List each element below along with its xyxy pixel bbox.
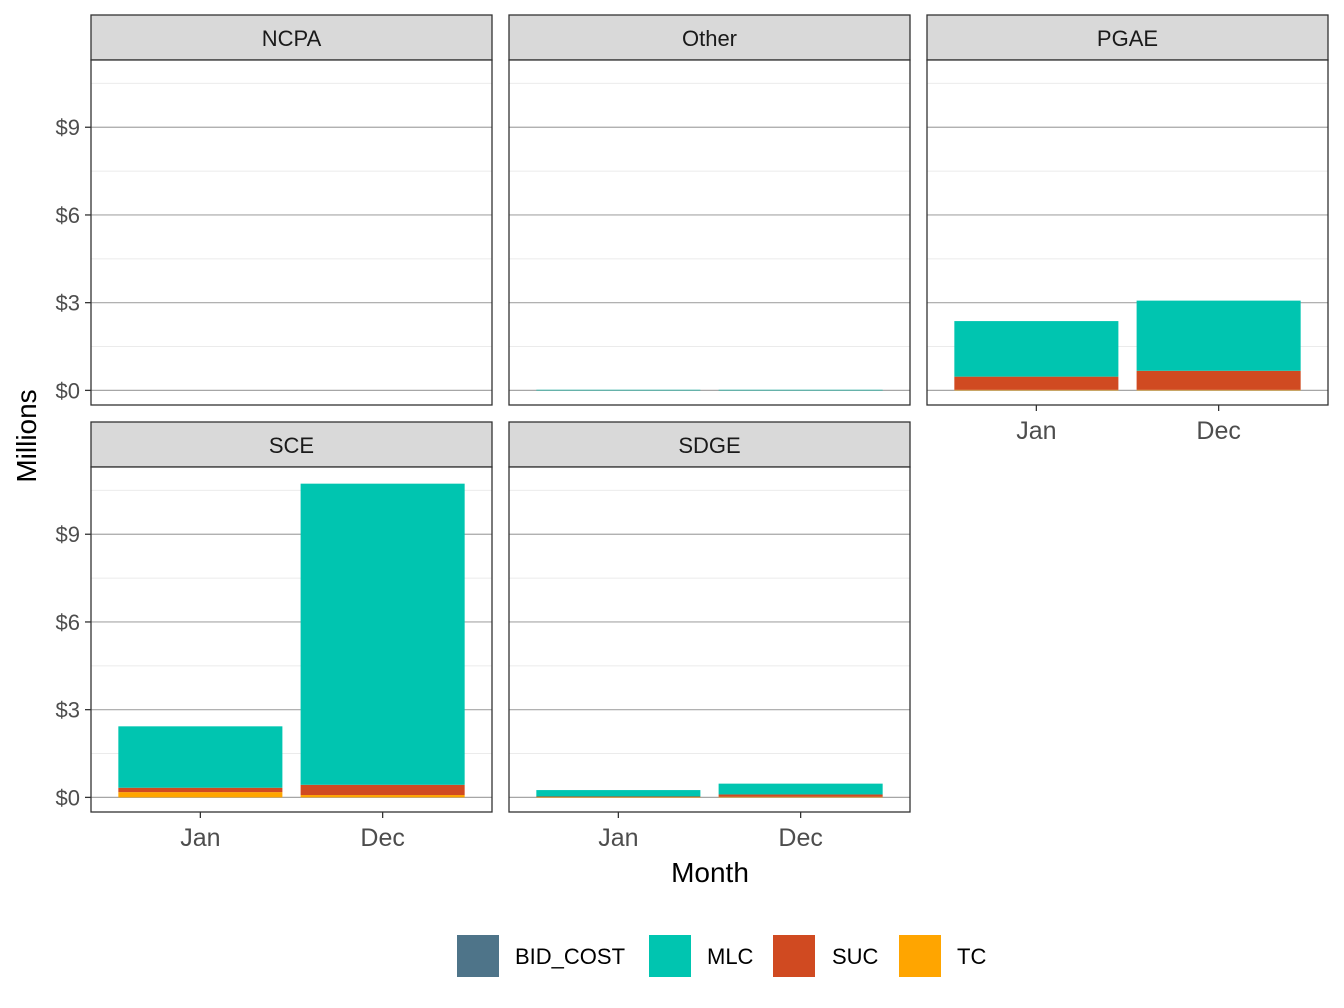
bar-mlc-jan <box>536 389 701 391</box>
bar-mlc-dec <box>1136 300 1301 371</box>
bar-suc-dec <box>300 784 465 796</box>
legend-label-bid_cost: BID_COST <box>515 944 625 969</box>
panel-border <box>90 59 493 406</box>
facet-strip <box>90 421 493 468</box>
legend-key-suc <box>773 935 815 977</box>
facet-panel-other: Other <box>508 14 911 406</box>
facet-strip <box>926 14 1329 61</box>
bar-tc-jan <box>954 389 1119 391</box>
bar-tc-jan <box>536 797 701 798</box>
facet-strip-label: Other <box>682 26 737 51</box>
y-axis-title: Millions <box>11 389 42 482</box>
x-tick-label: Jan <box>180 824 220 852</box>
panel-border <box>508 59 911 406</box>
facet-strip <box>90 14 493 61</box>
plot-area <box>509 60 910 405</box>
x-tick-label: Jan <box>598 824 638 852</box>
bar-mlc-jan <box>118 726 283 788</box>
bar-suc-jan <box>536 796 701 798</box>
facet-panel-pgae: PGAE Jan Dec <box>926 14 1329 445</box>
legend: BID_COST MLC SUC TC <box>457 935 986 977</box>
legend-key-tc <box>899 935 941 977</box>
legend-key-mlc <box>649 935 691 977</box>
facet-panel-ncpa: NCPA $0 $3 $6 $9 <box>56 14 493 406</box>
legend-label-suc: SUC <box>832 944 879 969</box>
y-tick-label: $3 <box>56 698 80 723</box>
x-tick-label: Dec <box>778 824 822 852</box>
facet-panel-sce: SCE $0 $3 $6 $9 Jan Dec <box>56 421 493 852</box>
plot-area <box>509 467 910 812</box>
legend-key-bid_cost <box>457 935 499 977</box>
bar-mlc-jan <box>536 790 701 797</box>
bar-mlc-dec <box>300 483 465 785</box>
y-tick-label: $9 <box>56 115 80 140</box>
y-tick-label: $6 <box>56 203 80 228</box>
bar-mlc-jan <box>954 321 1119 377</box>
y-tick-label: $0 <box>56 378 80 403</box>
facet-strip-label: SDGE <box>678 433 740 458</box>
facet-panels: NCPA $0 $3 $6 $9 Other PGAE Jan Dec SCE $0 $3 $6 $9 Ja… <box>56 14 1329 852</box>
y-tick-label: $3 <box>56 291 80 316</box>
panel-border <box>508 466 911 813</box>
panel-border <box>90 466 493 813</box>
bar-tc-jan <box>118 792 283 798</box>
bar-tc-dec <box>1136 389 1301 391</box>
x-tick-label: Jan <box>1016 417 1056 445</box>
x-tick-label: Dec <box>360 824 404 852</box>
x-axis-title: Month <box>671 857 749 888</box>
legend-label-mlc: MLC <box>707 944 754 969</box>
bar-mlc-dec <box>718 783 883 795</box>
bar-suc-jan <box>954 376 1119 390</box>
panel-border <box>926 59 1329 406</box>
bar-suc-dec <box>1136 370 1301 390</box>
x-tick-label: Dec <box>1196 417 1240 445</box>
bar-mlc-dec <box>718 389 883 391</box>
bar-tc-dec <box>300 795 465 798</box>
bar-suc-dec <box>718 794 883 797</box>
facet-strip-label: NCPA <box>262 26 322 51</box>
y-tick-label: $9 <box>56 522 80 547</box>
facet-strip-label: PGAE <box>1097 26 1158 51</box>
y-tick-label: $6 <box>56 610 80 635</box>
legend-label-tc: TC <box>957 944 986 969</box>
facet-strip-label: SCE <box>269 433 314 458</box>
facet-panel-sdge: SDGE Jan Dec <box>508 421 911 852</box>
plot-area <box>91 60 492 405</box>
y-tick-label: $0 <box>56 785 80 810</box>
bar-suc-jan <box>118 787 283 793</box>
bar-tc-dec <box>718 796 883 798</box>
